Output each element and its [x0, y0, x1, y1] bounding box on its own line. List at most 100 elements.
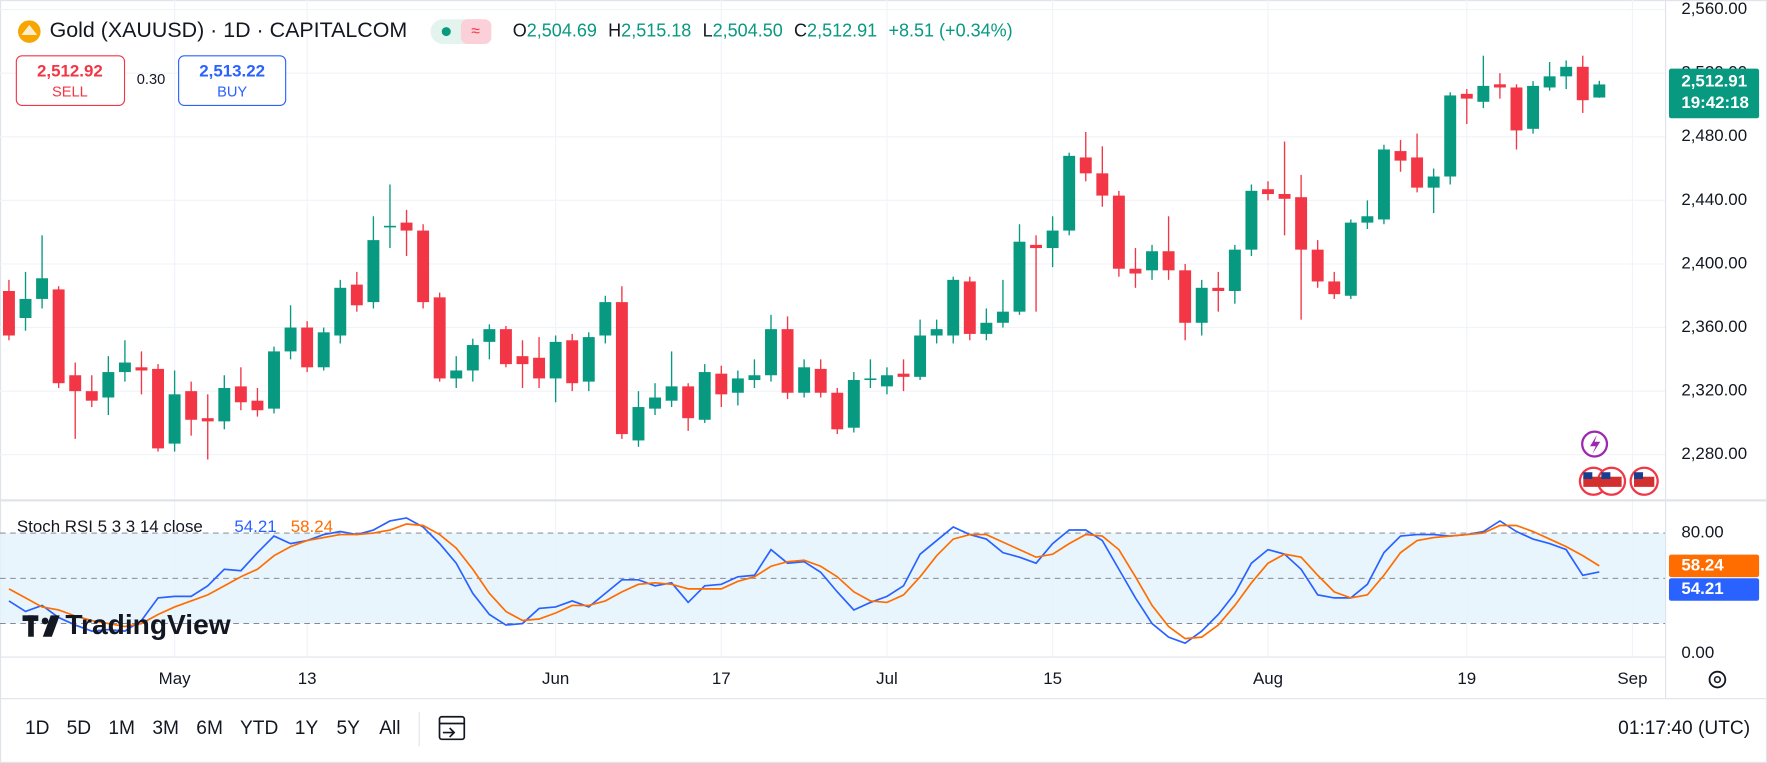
candle-body: [682, 386, 695, 419]
candle-body: [1245, 190, 1258, 250]
candle-body: [781, 329, 794, 393]
status-pill-right[interactable]: [460, 19, 492, 44]
flag-canton: [1601, 472, 1611, 479]
candle-body: [400, 222, 413, 231]
ohlc-key: C: [794, 20, 807, 40]
x-tick-label: Sep: [1617, 669, 1647, 688]
candle-body: [1162, 251, 1175, 271]
candle-body: [1046, 230, 1059, 249]
candle-body: [1593, 84, 1606, 98]
y-tick-label: 2,400.00: [1681, 253, 1747, 272]
candle-body: [1228, 249, 1241, 291]
spread: 0.30: [137, 72, 165, 88]
symbol-title[interactable]: Gold (XAUUSD) · 1D · CAPITALCOM: [50, 18, 408, 42]
candle-body: [930, 329, 943, 336]
sell-button[interactable]: [15, 55, 126, 106]
flag-canton: [1583, 472, 1593, 479]
candle-body: [268, 351, 280, 409]
flag: [1634, 476, 1655, 487]
x-tick-label: Jun: [542, 669, 569, 688]
range-button[interactable]: 5Y: [337, 718, 361, 739]
range-button[interactable]: 6M: [196, 718, 223, 739]
candle-body: [367, 240, 380, 303]
candle-body: [1096, 173, 1109, 196]
range-button[interactable]: YTD: [240, 718, 278, 739]
candle-body: [1460, 93, 1473, 99]
candle-body: [499, 329, 512, 365]
x-tick-label: May: [159, 669, 191, 688]
buy-button[interactable]: [178, 55, 287, 106]
ohlc-key: L: [703, 20, 713, 40]
ohlc-legend: O2,504.69 H2,515.18 L2,504.50 C2,512.91 +8.5…: [513, 20, 1013, 40]
candle-body: [1079, 157, 1092, 174]
candle-body: [1510, 87, 1523, 131]
candle-body: [1195, 287, 1208, 323]
candle-body: [1411, 157, 1424, 188]
candle-body: [1112, 195, 1125, 269]
logo-mark: [41, 617, 49, 625]
x-tick-label: Jul: [876, 669, 898, 688]
candle-body: [1129, 268, 1142, 274]
candle-body: [1527, 85, 1540, 129]
candle-body: [36, 278, 49, 299]
candle-body: [566, 340, 579, 384]
flag: [1601, 476, 1622, 487]
candle-body: [19, 298, 32, 319]
candle-body: [980, 322, 993, 334]
value-tag: [1668, 578, 1760, 601]
candle-body: [201, 418, 214, 422]
candle-body: [1328, 281, 1341, 295]
indicator-title[interactable]: Stoch RSI 5 3 3 14 close: [17, 517, 203, 536]
price-tag-label: 2,512.91: [1681, 72, 1747, 91]
y-tick-label: 2,560.00: [1681, 0, 1747, 18]
candle-body: [1030, 244, 1043, 249]
candle-body: [549, 341, 562, 379]
range-button[interactable]: 1M: [108, 718, 135, 739]
logo-text: TradingView: [65, 608, 230, 640]
x-tick-label: 13: [298, 669, 317, 688]
y-tick-label: 80.00: [1681, 523, 1723, 542]
x-tick-label: 17: [712, 669, 731, 688]
candle-body: [433, 297, 446, 379]
clock[interactable]: 01:17:40 (UTC): [1618, 718, 1750, 739]
buy-price: 2,513.22: [199, 62, 265, 81]
candle-body: [963, 281, 976, 334]
settings-icon[interactable]: [1708, 670, 1727, 689]
candle-body: [897, 373, 910, 377]
range-button[interactable]: All: [379, 718, 400, 739]
sell-price: 2,512.92: [37, 62, 103, 81]
range-button[interactable]: 1Y: [295, 718, 319, 739]
candle-body: [831, 392, 844, 430]
candle-body: [1477, 85, 1490, 102]
event-icon-glyph: [1590, 435, 1601, 455]
value-tag: [1668, 554, 1760, 578]
candle-body: [1543, 76, 1556, 88]
candle-body: [284, 327, 297, 352]
candle-body: [417, 230, 430, 303]
y-tick-label: 0.00: [1681, 643, 1714, 662]
candle-body: [864, 378, 877, 381]
candle-body: [516, 356, 529, 365]
flag: [1583, 476, 1604, 487]
candle-body: [450, 370, 463, 379]
candle-body: [102, 372, 115, 398]
change: +8.51 (+0.34%): [888, 20, 1012, 40]
candle-body: [466, 345, 479, 371]
candle-body: [798, 367, 811, 393]
marks: [2, 55, 1606, 645]
market-open-dot: [441, 27, 451, 37]
candle-body: [317, 332, 330, 368]
candle-body: [615, 302, 628, 435]
range-button[interactable]: 5D: [67, 718, 91, 739]
range-button[interactable]: 1D: [25, 718, 49, 739]
range-button[interactable]: 3M: [152, 718, 179, 739]
settings-icon-core: [1713, 675, 1722, 684]
flag-canton: [1634, 472, 1644, 479]
price-tag-countdown: 19:42:18: [1681, 93, 1749, 112]
candle-body: [715, 373, 728, 395]
candle-body: [85, 391, 98, 401]
candle-body: [1278, 194, 1291, 199]
calendar-icon[interactable]: [438, 715, 466, 741]
candle-body: [1146, 251, 1158, 271]
candle-body: [234, 386, 247, 403]
